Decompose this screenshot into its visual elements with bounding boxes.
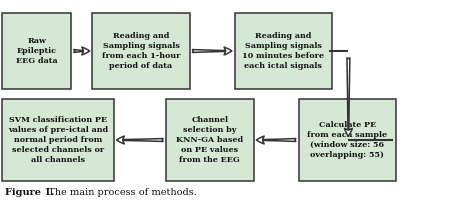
Text: Channel
selection by
KNN-GA based
on PE values
from the EEG: Channel selection by KNN-GA based on PE …	[176, 116, 243, 164]
Text: Reading and
Sampling signals
from each 1-hour
period of data: Reading and Sampling signals from each 1…	[102, 32, 180, 70]
FancyBboxPatch shape	[2, 99, 114, 181]
Text: Calculate PE
from each sample
(window size: 56
overlapping: 55): Calculate PE from each sample (window si…	[307, 121, 387, 159]
FancyBboxPatch shape	[2, 13, 71, 89]
FancyBboxPatch shape	[235, 13, 332, 89]
FancyBboxPatch shape	[166, 99, 254, 181]
Text: Reading and
Sampling signals
10 minutes before
each ictal signals: Reading and Sampling signals 10 minutes …	[242, 32, 324, 70]
Text: The main process of methods.: The main process of methods.	[45, 188, 197, 197]
FancyBboxPatch shape	[92, 13, 190, 89]
FancyBboxPatch shape	[299, 99, 396, 181]
Text: Raw
Epileptic
EEG data: Raw Epileptic EEG data	[16, 37, 57, 65]
Text: Figure 1.: Figure 1.	[5, 188, 54, 197]
Text: SVM classification PE
values of pre-ictal and
normal period from
selected channe: SVM classification PE values of pre-icta…	[8, 116, 108, 164]
